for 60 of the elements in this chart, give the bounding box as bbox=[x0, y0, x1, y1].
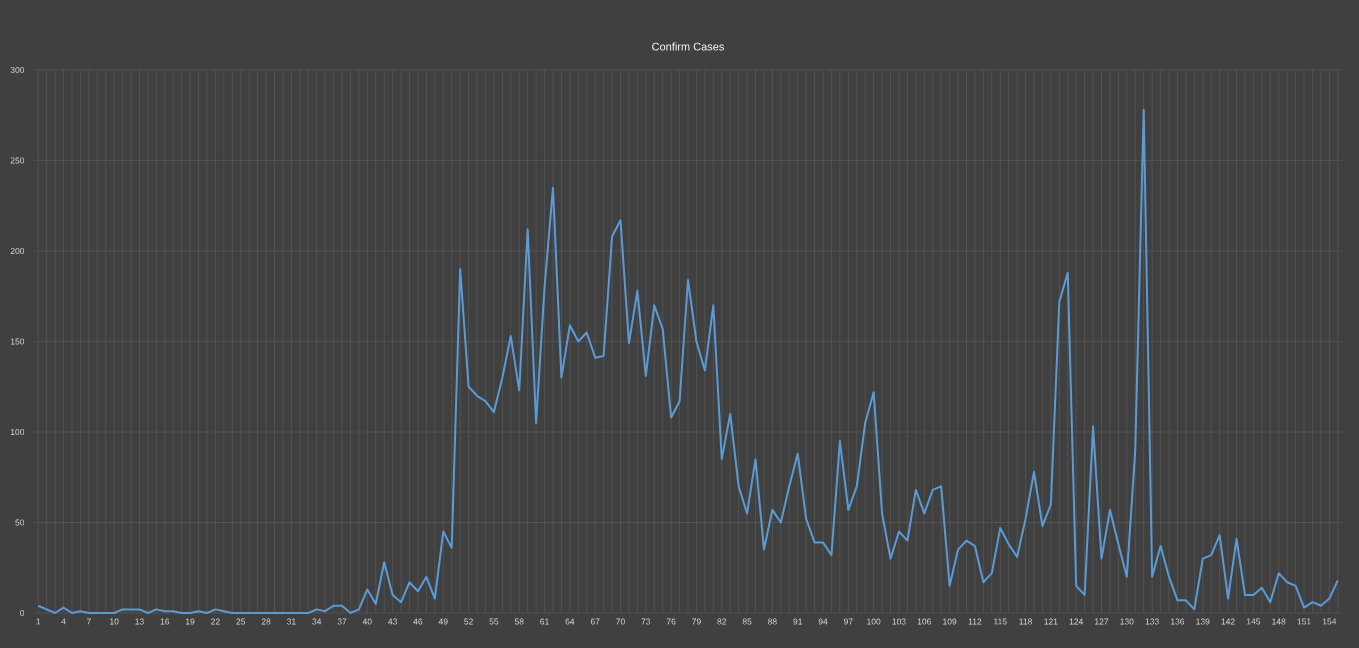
x-tick-label: 73 bbox=[641, 618, 651, 625]
x-tick-label: 100 bbox=[867, 618, 881, 625]
x-tick-label: 133 bbox=[1145, 618, 1159, 625]
x-tick-label: 103 bbox=[892, 618, 906, 625]
x-tick-label: 61 bbox=[540, 618, 549, 625]
x-tick-label: 118 bbox=[1019, 618, 1032, 625]
x-tick-label: 82 bbox=[717, 618, 727, 625]
x-tick-label: 91 bbox=[793, 618, 803, 625]
x-tick-label: 40 bbox=[362, 618, 372, 625]
x-tick-label: 127 bbox=[1095, 618, 1109, 625]
y-tick-label: 0 bbox=[20, 609, 25, 616]
y-tick-label: 200 bbox=[10, 247, 25, 254]
x-tick-label: 58 bbox=[514, 618, 524, 625]
x-tick-label: 49 bbox=[438, 618, 448, 625]
x-tick-label: 67 bbox=[590, 618, 600, 625]
x-tick-label: 34 bbox=[312, 618, 322, 625]
x-tick-label: 16 bbox=[160, 618, 170, 625]
x-tick-label: 130 bbox=[1120, 618, 1134, 625]
x-tick-label: 145 bbox=[1246, 618, 1261, 625]
x-tick-label: 52 bbox=[464, 618, 473, 625]
chart-title: Confirm Cases bbox=[652, 42, 724, 51]
x-tick-label: 97 bbox=[844, 618, 853, 625]
x-tick-label: 106 bbox=[917, 618, 932, 625]
x-tick-label: 7 bbox=[86, 618, 91, 625]
y-tick-label: 50 bbox=[15, 519, 25, 526]
x-tick-label: 139 bbox=[1196, 618, 1210, 625]
x-tick-label: 88 bbox=[768, 618, 777, 625]
x-tick-label: 94 bbox=[818, 618, 828, 625]
x-tick-label: 46 bbox=[413, 618, 423, 625]
x-tick-label: 25 bbox=[236, 618, 246, 625]
x-tick-label: 124 bbox=[1069, 618, 1084, 625]
x-tick-label: 76 bbox=[666, 618, 676, 625]
x-tick-label: 1 bbox=[36, 618, 41, 625]
x-tick-label: 121 bbox=[1044, 618, 1058, 625]
x-tick-label: 13 bbox=[135, 618, 144, 625]
x-tick-label: 43 bbox=[388, 618, 398, 625]
x-tick-label: 136 bbox=[1171, 618, 1185, 625]
y-tick-label: 100 bbox=[10, 428, 25, 435]
x-tick-label: 70 bbox=[616, 618, 625, 625]
x-tick-label: 10 bbox=[110, 618, 119, 625]
x-tick-label: 22 bbox=[211, 618, 220, 625]
x-tick-label: 112 bbox=[968, 618, 982, 625]
y-tick-label: 300 bbox=[10, 66, 25, 73]
x-tick-label: 64 bbox=[565, 618, 575, 625]
x-tick-label: 148 bbox=[1272, 618, 1286, 625]
x-tick-label: 109 bbox=[943, 618, 957, 625]
x-tick-label: 115 bbox=[994, 618, 1007, 625]
x-tick-label: 28 bbox=[261, 618, 271, 625]
x-tick-label: 151 bbox=[1297, 618, 1311, 625]
x-tick-label: 55 bbox=[489, 618, 499, 625]
x-tick-label: 79 bbox=[692, 618, 701, 625]
x-tick-label: 4 bbox=[61, 618, 66, 625]
x-tick-label: 154 bbox=[1322, 618, 1337, 625]
y-tick-label: 150 bbox=[10, 338, 25, 345]
x-tick-label: 19 bbox=[186, 618, 195, 625]
x-tick-label: 37 bbox=[337, 618, 347, 625]
x-tick-label: 85 bbox=[742, 618, 752, 625]
x-tick-label: 142 bbox=[1221, 618, 1235, 625]
x-tick-label: 31 bbox=[286, 618, 296, 625]
y-tick-label: 250 bbox=[10, 157, 25, 164]
